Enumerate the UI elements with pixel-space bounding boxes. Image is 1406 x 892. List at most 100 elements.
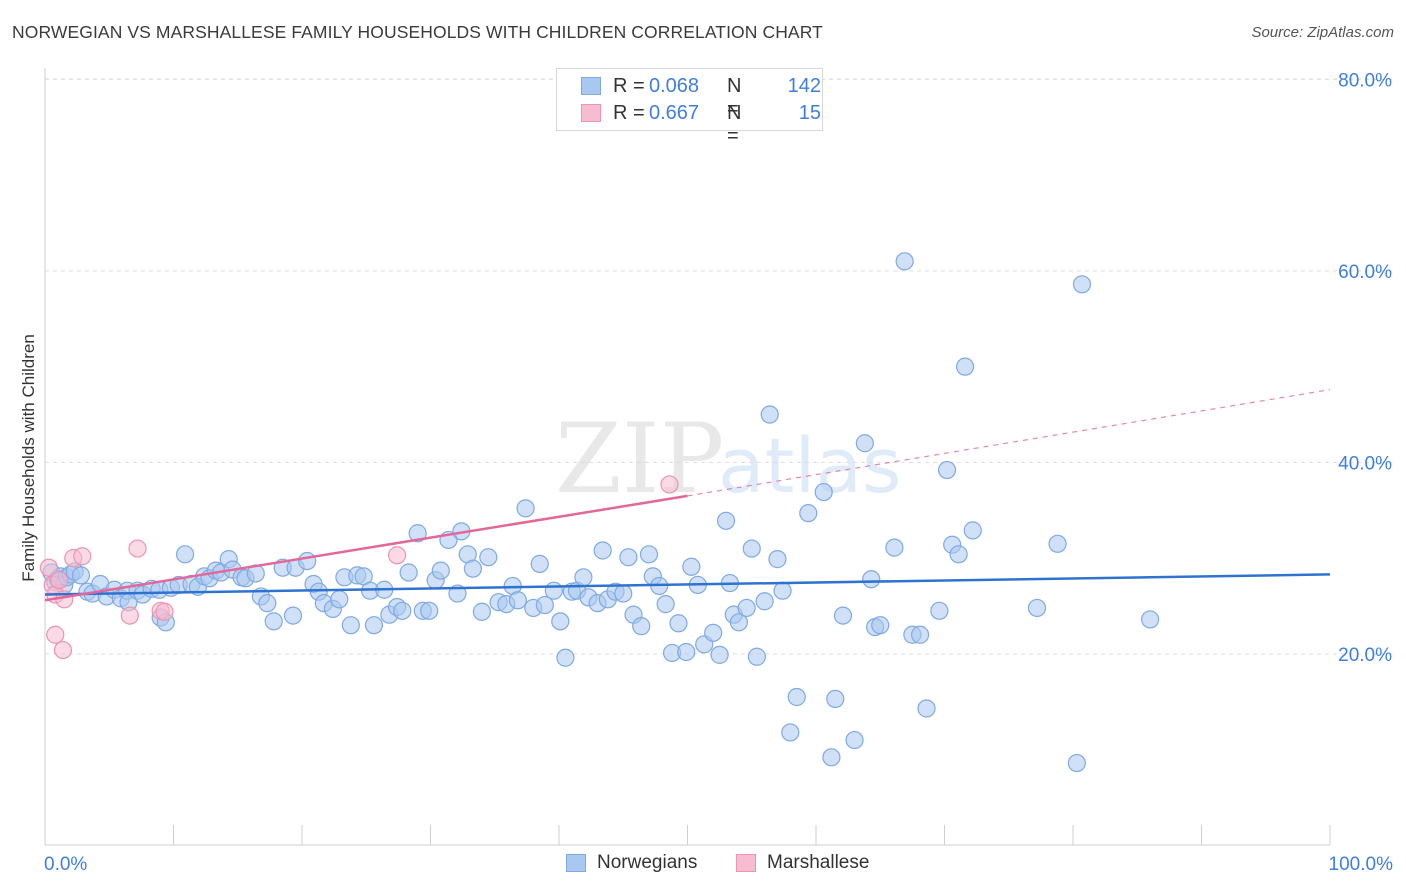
marshallese-point bbox=[120, 606, 139, 625]
norwegians-point bbox=[917, 699, 936, 718]
norwegians-point bbox=[885, 538, 904, 557]
norwegians-point bbox=[264, 612, 283, 631]
norwegians-point bbox=[930, 601, 949, 620]
norwegians-point bbox=[742, 539, 761, 558]
norwegians-point bbox=[963, 521, 982, 540]
norwegians-point bbox=[826, 689, 845, 709]
norwegians-point bbox=[729, 613, 749, 632]
norwegians-point bbox=[949, 545, 968, 564]
norwegians-point bbox=[330, 590, 349, 609]
norwegians-point bbox=[1140, 610, 1160, 629]
norwegians-point bbox=[632, 617, 651, 636]
n-value: 142 bbox=[787, 75, 821, 97]
norwegians-point bbox=[747, 647, 766, 666]
norwegians-point bbox=[399, 563, 418, 582]
norwegians-point bbox=[1067, 753, 1086, 773]
norwegians-point bbox=[639, 545, 659, 564]
n-label: N = bbox=[727, 75, 742, 120]
norwegians-point bbox=[258, 594, 277, 613]
y-tick-label: 80.0% bbox=[1338, 70, 1392, 91]
norwegians-point bbox=[175, 545, 195, 564]
norwegians-point bbox=[669, 614, 688, 633]
norwegians-point bbox=[704, 623, 723, 642]
x-tick-label-start: 0.0% bbox=[44, 854, 87, 875]
norwegians-point bbox=[814, 482, 833, 502]
norwegians-point bbox=[677, 642, 696, 662]
watermark-atlas: atlas bbox=[718, 421, 902, 510]
norwegians-trend-line bbox=[44, 573, 1331, 596]
norwegians-point bbox=[341, 616, 360, 635]
norwegians-point bbox=[1072, 275, 1092, 294]
watermark-zip: ZIP bbox=[555, 403, 724, 515]
norwegians-point bbox=[479, 548, 498, 567]
watermark: ZIP atlas bbox=[555, 403, 902, 515]
norwegians-point bbox=[773, 581, 792, 600]
marshallese-point bbox=[155, 602, 174, 621]
norwegians-point bbox=[682, 557, 701, 576]
norwegians-point bbox=[420, 601, 439, 620]
norwegians-point bbox=[787, 687, 806, 707]
marshallese-point bbox=[387, 546, 407, 565]
norwegians-point bbox=[737, 598, 756, 618]
norwegians-point bbox=[760, 405, 779, 424]
marshallese-trend-line bbox=[44, 494, 688, 602]
r-label: R = bbox=[613, 75, 645, 97]
norwegians-point bbox=[895, 252, 914, 271]
norwegians-point bbox=[71, 566, 91, 585]
x-tick-label-end: 100.0% bbox=[1329, 854, 1394, 875]
norwegians-swatch bbox=[581, 77, 601, 95]
source-note: Source: ZipAtlas.com bbox=[1251, 24, 1394, 41]
norwegians-point bbox=[862, 570, 881, 589]
y-tick-label: 40.0% bbox=[1338, 453, 1392, 474]
norwegians-point bbox=[472, 602, 491, 621]
norwegians-point bbox=[364, 616, 384, 635]
marshallese-legend-swatch bbox=[736, 854, 756, 872]
y-tick-label: 60.0% bbox=[1338, 262, 1392, 283]
norwegians-point bbox=[544, 581, 563, 600]
norwegians-point bbox=[551, 612, 570, 631]
norwegians-point bbox=[1027, 598, 1047, 618]
r-value: 0.068 bbox=[649, 75, 700, 97]
norwegians-point bbox=[910, 625, 930, 644]
marshallese-point bbox=[50, 571, 69, 590]
marshallese-swatch bbox=[581, 104, 601, 122]
trend-layer bbox=[44, 389, 1331, 602]
r-label: R = bbox=[613, 102, 645, 124]
norwegians-point bbox=[833, 606, 853, 625]
norwegians-point bbox=[408, 524, 427, 543]
norwegians-point bbox=[516, 499, 535, 518]
marshallese-point bbox=[660, 475, 679, 494]
norwegians-point bbox=[955, 357, 975, 376]
norwegians-point bbox=[614, 584, 633, 603]
n-value: 15 bbox=[798, 102, 821, 124]
axis-layer bbox=[44, 68, 1331, 846]
norwegians-point bbox=[1048, 534, 1067, 553]
y-tick-label: 20.0% bbox=[1338, 645, 1392, 666]
chart-title: NORWEGIAN VS MARSHALLESE FAMILY HOUSEHOL… bbox=[12, 22, 823, 42]
norwegians-point bbox=[393, 601, 412, 620]
norwegians-point bbox=[574, 568, 593, 587]
norwegians-point bbox=[656, 595, 675, 614]
norwegians-point bbox=[283, 606, 303, 625]
norwegians-point bbox=[431, 561, 450, 580]
r-value: 0.667 bbox=[649, 102, 700, 124]
label-layer: 20.0% 40.0% 60.0% 80.0% 0.0% 100.0% Family Hou… bbox=[19, 70, 1393, 875]
stats-legend: R = 0.068 N = 142 R = 0.667 N = 15 bbox=[556, 68, 823, 147]
norwegians-point bbox=[768, 550, 787, 569]
norwegians-legend-swatch bbox=[566, 854, 586, 872]
marshallese-point bbox=[73, 547, 92, 566]
norwegians-point bbox=[508, 591, 527, 610]
y-axis-title: Family Households with Children bbox=[19, 334, 38, 582]
norwegians-point bbox=[535, 595, 554, 615]
marshallese-point bbox=[39, 558, 58, 577]
marshallese-point bbox=[53, 640, 73, 660]
norwegians-point bbox=[298, 551, 317, 571]
norwegians-point bbox=[781, 723, 800, 742]
norwegians-point bbox=[822, 748, 841, 767]
norwegians-point bbox=[871, 616, 890, 635]
norwegians-point bbox=[716, 511, 736, 530]
norwegians-point bbox=[799, 504, 818, 523]
marshallese-point bbox=[128, 539, 147, 558]
norwegians-point bbox=[855, 434, 874, 453]
